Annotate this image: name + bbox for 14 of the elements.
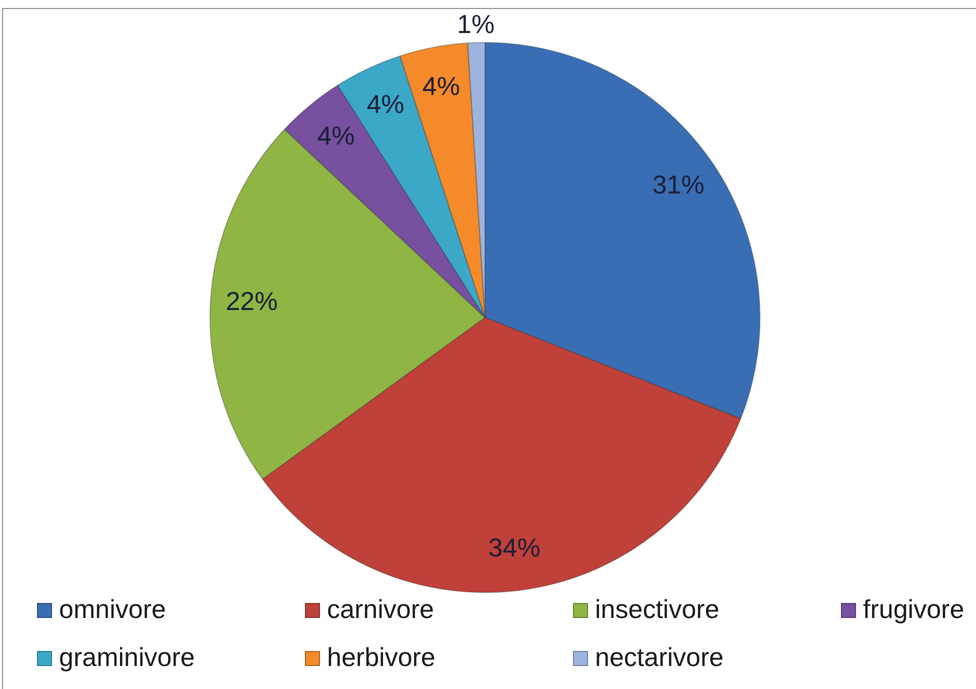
data-label: 4% — [366, 89, 404, 120]
data-label: 31% — [652, 169, 704, 200]
legend-label: graminivore — [59, 642, 195, 672]
legend-label: frugivore — [863, 594, 964, 624]
legend-label: omnivore — [59, 594, 166, 624]
data-label: 1% — [457, 8, 495, 39]
legend-label: carnivore — [327, 594, 434, 624]
data-label: 22% — [226, 286, 278, 316]
data-label: 4% — [422, 71, 460, 102]
legend-label: nectarivore — [595, 642, 724, 672]
data-label: 4% — [317, 120, 355, 151]
data-label: 34% — [488, 532, 540, 563]
legend-label: herbivore — [327, 642, 436, 672]
legend-label: insectivore — [595, 594, 720, 624]
